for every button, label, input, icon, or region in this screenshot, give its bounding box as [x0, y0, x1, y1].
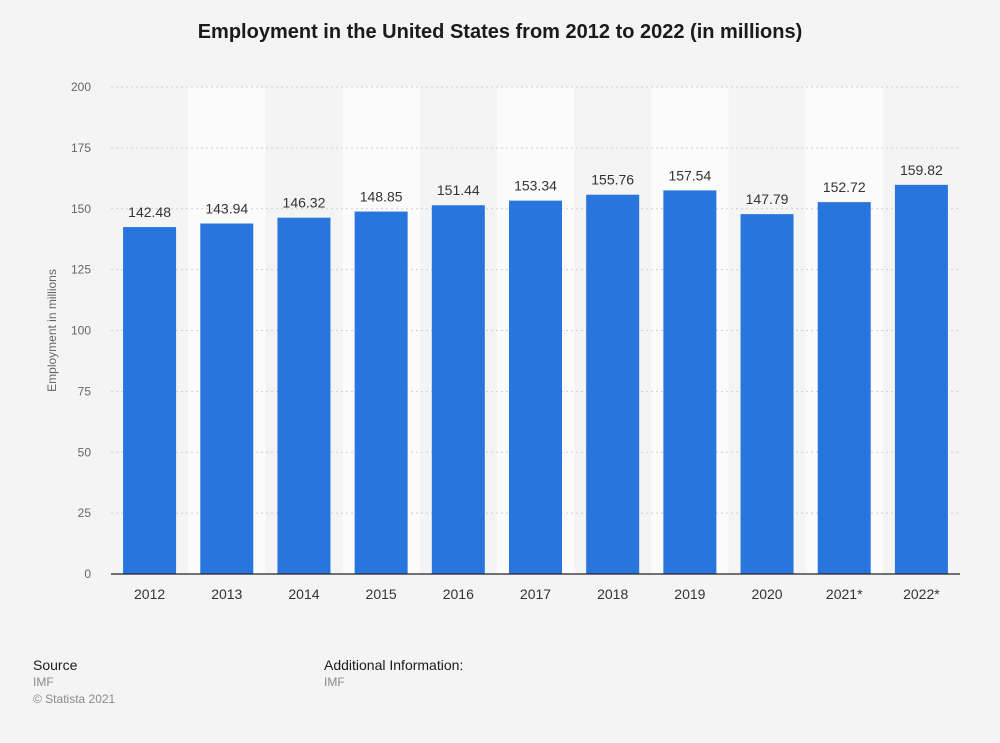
data-label: 152.72 — [823, 179, 866, 195]
bar — [817, 202, 871, 574]
data-label: 151.44 — [437, 182, 480, 198]
y-tick-label: 0 — [84, 567, 91, 581]
data-label: 153.34 — [514, 178, 557, 194]
y-tick-label: 200 — [71, 80, 91, 94]
y-tick-label: 175 — [71, 141, 91, 155]
additional-info-value: IMF — [324, 675, 345, 689]
data-label: 143.94 — [205, 201, 248, 217]
bar — [740, 214, 794, 574]
bar — [431, 205, 485, 575]
source-section: Source IMF © Statista 2021 — [33, 657, 115, 708]
data-label: 142.48 — [128, 204, 171, 220]
bar — [663, 190, 717, 574]
y-tick-label: 125 — [71, 263, 91, 277]
data-label: 146.32 — [283, 195, 326, 211]
copyright-text: © Statista 2021 — [33, 692, 116, 706]
x-tick-label: 2015 — [366, 586, 397, 602]
y-tick-label: 100 — [71, 324, 91, 338]
x-tick-label: 2017 — [520, 586, 551, 602]
data-label: 148.85 — [360, 189, 403, 205]
y-tick-label: 150 — [71, 202, 91, 216]
bar — [277, 217, 331, 574]
data-label: 155.76 — [591, 172, 634, 188]
source-heading: Source — [33, 657, 78, 673]
bar — [200, 223, 254, 574]
y-tick-label: 50 — [78, 445, 92, 459]
x-tick-label: 2014 — [288, 586, 319, 602]
x-tick-label: 2022* — [903, 586, 940, 602]
bar — [509, 200, 562, 574]
chart-title: Employment in the United States from 201… — [197, 21, 803, 43]
x-tick-label: 2016 — [443, 586, 474, 602]
bar — [354, 211, 408, 575]
data-label: 159.82 — [900, 162, 943, 178]
x-tick-label: 2019 — [674, 586, 705, 602]
x-tick-label: 2013 — [211, 586, 242, 602]
additional-info-section: Additional Information: IMF — [324, 657, 463, 691]
bar — [123, 227, 177, 574]
x-tick-label: 2012 — [134, 586, 165, 602]
y-tick-label: 25 — [78, 506, 92, 520]
bar — [586, 194, 640, 574]
data-label: 147.79 — [746, 191, 789, 207]
source-value: IMF — [33, 675, 54, 689]
x-tick-label: 2020 — [751, 586, 782, 602]
y-tick-label: 75 — [78, 384, 92, 398]
x-tick-label: 2018 — [597, 586, 628, 602]
data-label: 157.54 — [668, 167, 711, 183]
y-axis-label: Employment in millions — [45, 269, 59, 392]
x-tick-label: 2021* — [826, 586, 863, 602]
bar — [894, 184, 948, 574]
additional-info-heading: Additional Information: — [324, 657, 464, 673]
